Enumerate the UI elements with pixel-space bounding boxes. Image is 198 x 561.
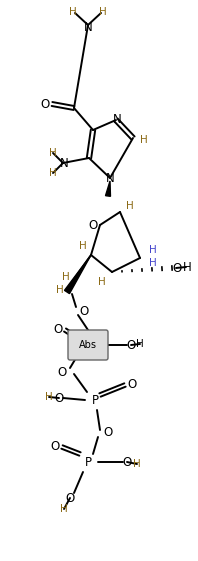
Text: O: O [57, 366, 67, 379]
Text: H: H [149, 245, 157, 255]
Text: N: N [60, 157, 68, 169]
Text: H: H [99, 7, 107, 17]
Text: P: P [85, 456, 91, 468]
Polygon shape [106, 181, 110, 196]
Text: O: O [88, 218, 98, 232]
Text: H: H [60, 504, 68, 514]
Text: N: N [113, 113, 121, 126]
Text: O: O [54, 392, 64, 404]
Text: H: H [56, 285, 64, 295]
Text: H: H [49, 148, 57, 158]
Text: P: P [91, 393, 98, 407]
Text: Abs: Abs [79, 340, 97, 350]
Text: H: H [45, 392, 53, 402]
FancyBboxPatch shape [68, 330, 108, 360]
Text: H: H [126, 201, 134, 211]
Text: O: O [53, 323, 63, 335]
Text: H: H [49, 168, 57, 178]
Text: O: O [50, 439, 60, 453]
Text: H: H [79, 241, 87, 251]
Polygon shape [65, 255, 91, 293]
Text: H: H [140, 135, 148, 145]
Text: H: H [149, 258, 157, 268]
Text: H: H [133, 459, 141, 469]
Text: H: H [69, 7, 77, 17]
Text: O: O [40, 98, 50, 111]
Text: O: O [122, 456, 132, 468]
Text: H: H [183, 260, 191, 274]
Text: O: O [79, 305, 89, 318]
Text: O: O [172, 261, 182, 274]
Text: H: H [136, 339, 144, 349]
Text: H: H [98, 277, 106, 287]
Text: O: O [127, 378, 137, 390]
Text: N: N [106, 172, 114, 185]
Text: O: O [103, 425, 113, 439]
Text: O: O [65, 491, 75, 504]
Text: O: O [126, 338, 136, 352]
Text: H: H [62, 272, 70, 282]
Text: N: N [84, 21, 92, 34]
